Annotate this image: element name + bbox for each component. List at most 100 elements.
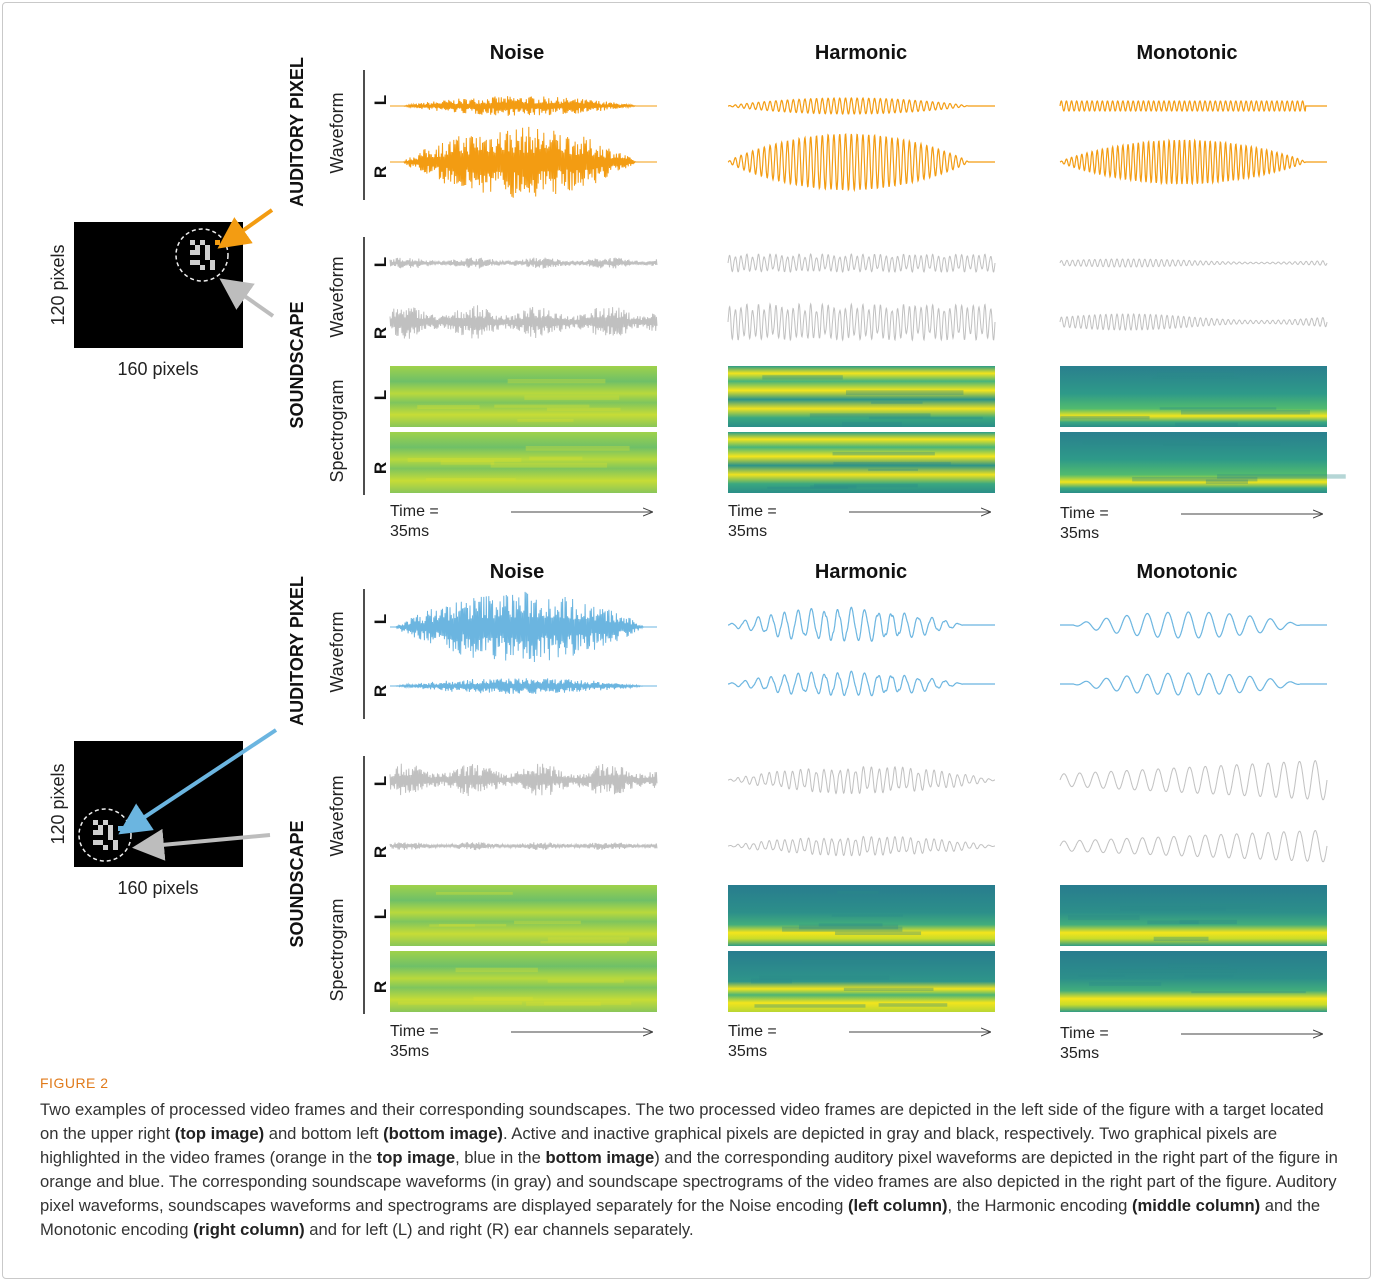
spectrogram-texture bbox=[407, 457, 522, 462]
channel-label-r: R bbox=[371, 462, 390, 474]
spectrogram-texture bbox=[1153, 936, 1209, 942]
blue-arrow bbox=[118, 728, 278, 835]
spectrogram-right bbox=[728, 432, 995, 493]
spectrogram-left bbox=[728, 885, 995, 946]
spectrogram-texture bbox=[1147, 920, 1199, 925]
spectrogram-texture bbox=[767, 486, 848, 489]
soundscape-waveform bbox=[389, 257, 658, 269]
time-value-label: 35ms bbox=[390, 1043, 429, 1060]
figure-graphic: 120 pixels 160 pixels 120 pixels 160 pix… bbox=[48, 42, 1346, 1062]
waveform-label: Waveform bbox=[327, 256, 347, 337]
channel-label-l: L bbox=[371, 95, 390, 105]
spectrogram-texture bbox=[814, 483, 918, 488]
time-label: Time = bbox=[728, 503, 777, 520]
spectrogram-left bbox=[390, 885, 657, 946]
soundscape-waveform bbox=[727, 252, 996, 274]
spectrogram-texture bbox=[514, 920, 581, 925]
auditory-pixel-waveform bbox=[1059, 99, 1327, 113]
column-title-harmonic: Harmonic bbox=[815, 561, 907, 583]
caption-segment: and for left (L) and right (R) ear chann… bbox=[304, 1220, 694, 1239]
waveform-label: Waveform bbox=[327, 775, 347, 856]
spectrogram-texture bbox=[759, 975, 890, 980]
time-label: Time = bbox=[1060, 1025, 1109, 1042]
spectrogram-texture bbox=[1180, 409, 1310, 415]
spectrogram-texture bbox=[526, 1001, 601, 1006]
spectrogram-texture bbox=[547, 979, 624, 983]
spectrogram-texture bbox=[429, 924, 475, 927]
soundscape-label: SOUNDSCAPE bbox=[287, 301, 307, 428]
spectrogram-texture bbox=[1179, 919, 1237, 925]
spectrogram-left bbox=[728, 366, 995, 427]
spectrogram-texture bbox=[751, 978, 792, 984]
spectrogram-texture bbox=[801, 959, 919, 964]
spectrogram-texture bbox=[524, 395, 620, 400]
caption-segment: and the Monotonic encoding bbox=[40, 1196, 1321, 1239]
caption-segment: (top image) bbox=[174, 1124, 265, 1143]
spectrogram-texture bbox=[490, 462, 608, 468]
channel-label-l: L bbox=[371, 390, 390, 400]
figure-label: FIGURE 2 bbox=[40, 1075, 109, 1091]
spectrogram-texture bbox=[494, 404, 590, 408]
pixels-horizontal-label-bottom: 160 pixels bbox=[117, 878, 198, 898]
auditory-pixel-waveform bbox=[390, 126, 657, 198]
spectrogram-label: Spectrogram bbox=[327, 898, 347, 1001]
time-label: Time = bbox=[1060, 505, 1109, 522]
gray-arrow-bottom bbox=[132, 828, 271, 861]
channel-label-r: R bbox=[371, 981, 390, 993]
auditory-pixel-waveform bbox=[1060, 611, 1327, 639]
spectrogram-texture bbox=[440, 460, 495, 465]
caption-segment: , blue in the bbox=[455, 1148, 546, 1167]
spectrogram-texture bbox=[1159, 407, 1277, 410]
caption-segment: . Active and inactive graphical pixels a… bbox=[40, 1124, 1278, 1167]
spectrogram-left bbox=[390, 366, 657, 427]
auditory-pixel-label: AUDITORY PIXEL bbox=[287, 576, 307, 726]
spectrogram-texture bbox=[845, 390, 964, 395]
pixels-horizontal-label-top: 160 pixels bbox=[117, 359, 198, 379]
spectrogram-texture bbox=[832, 452, 935, 456]
caption-segment: bottom image bbox=[545, 1148, 655, 1167]
time-label: Time = bbox=[390, 503, 439, 520]
caption-segment: top image bbox=[376, 1148, 456, 1167]
channel-label-r: R bbox=[371, 166, 390, 178]
spectrogram-texture bbox=[547, 937, 630, 942]
spectrogram-right bbox=[1060, 432, 1327, 493]
channel-label-l: L bbox=[371, 614, 390, 624]
spectrogram-texture bbox=[1168, 963, 1229, 968]
auditory-pixel-waveform bbox=[728, 96, 995, 116]
spectrogram-texture bbox=[842, 421, 902, 427]
soundscape-waveform bbox=[1059, 258, 1328, 268]
spectrogram-texture bbox=[525, 445, 630, 451]
caption-segment: (right column) bbox=[193, 1220, 305, 1239]
spectrogram-texture bbox=[809, 413, 931, 418]
spectrogram-texture bbox=[798, 924, 899, 930]
caption-segment: (left column) bbox=[847, 1196, 948, 1215]
spectrogram-texture bbox=[1107, 969, 1237, 973]
auditory-pixel-waveform bbox=[1059, 138, 1327, 186]
waveform-label: Waveform bbox=[327, 92, 347, 173]
channel-label-r: R bbox=[371, 327, 390, 339]
spectrogram-texture bbox=[1217, 474, 1346, 479]
spectrogram-right bbox=[390, 432, 657, 493]
spectrogram-texture bbox=[543, 1001, 632, 1005]
time-value-label: 35ms bbox=[1060, 525, 1099, 542]
spectrogram-label: Spectrogram bbox=[327, 379, 347, 482]
spectrogram-texture bbox=[837, 890, 879, 894]
spectrogram-texture bbox=[1060, 415, 1150, 420]
spectrogram-left bbox=[1060, 885, 1327, 946]
spectrogram-texture bbox=[540, 941, 627, 944]
spectrogram-texture bbox=[546, 407, 621, 411]
soundscape-waveform bbox=[1059, 760, 1328, 801]
time-value-label: 35ms bbox=[1060, 1045, 1099, 1062]
auditory-pixel-waveform bbox=[728, 606, 995, 642]
spectrogram-texture bbox=[1132, 477, 1258, 482]
column-title-harmonic: Harmonic bbox=[815, 42, 907, 64]
spectrogram-texture bbox=[1201, 437, 1255, 441]
caption-segment: (bottom image) bbox=[383, 1124, 503, 1143]
spectrogram-left bbox=[1060, 366, 1327, 427]
spectrogram-texture bbox=[1120, 906, 1226, 911]
spectrogram-texture bbox=[782, 926, 903, 932]
soundscape-waveform bbox=[727, 302, 996, 342]
auditory-pixel-waveform bbox=[728, 670, 995, 697]
time-label: Time = bbox=[390, 1023, 439, 1040]
channel-label-l: L bbox=[371, 776, 390, 786]
